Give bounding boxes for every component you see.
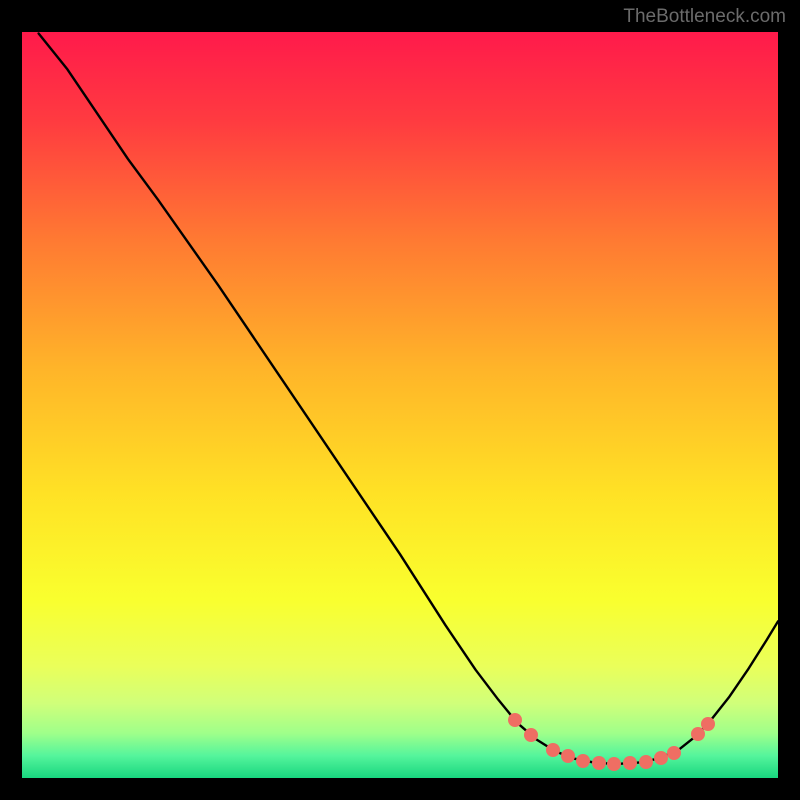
data-marker: [639, 755, 653, 769]
data-marker: [607, 757, 621, 771]
plot-area: [22, 32, 778, 778]
data-marker: [623, 756, 637, 770]
data-marker: [654, 751, 668, 765]
data-marker: [561, 749, 575, 763]
bottleneck-curve: [39, 33, 778, 763]
data-marker: [546, 743, 560, 757]
watermark-text: TheBottleneck.com: [623, 6, 786, 28]
data-marker: [576, 754, 590, 768]
data-marker: [701, 717, 715, 731]
data-marker: [592, 756, 606, 770]
data-marker: [524, 728, 538, 742]
data-marker: [667, 746, 681, 760]
data-marker: [508, 713, 522, 727]
curve-layer: [22, 32, 778, 778]
